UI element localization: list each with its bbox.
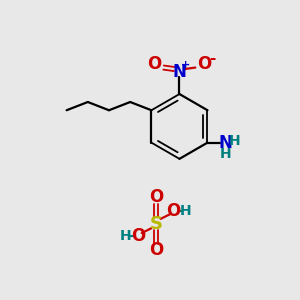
Text: O: O: [149, 241, 163, 259]
Text: N: N: [172, 63, 186, 81]
Text: H: H: [120, 229, 132, 243]
Text: O: O: [131, 227, 145, 245]
Text: O: O: [148, 55, 162, 73]
Text: -: -: [208, 51, 215, 66]
Text: O: O: [149, 188, 163, 206]
Text: O: O: [197, 55, 211, 73]
Text: H: H: [180, 204, 192, 218]
Text: N: N: [219, 134, 233, 152]
Text: S: S: [149, 214, 162, 232]
Text: H: H: [229, 134, 240, 148]
Text: O: O: [167, 202, 181, 220]
Text: +: +: [181, 61, 190, 70]
Text: H: H: [220, 147, 232, 161]
